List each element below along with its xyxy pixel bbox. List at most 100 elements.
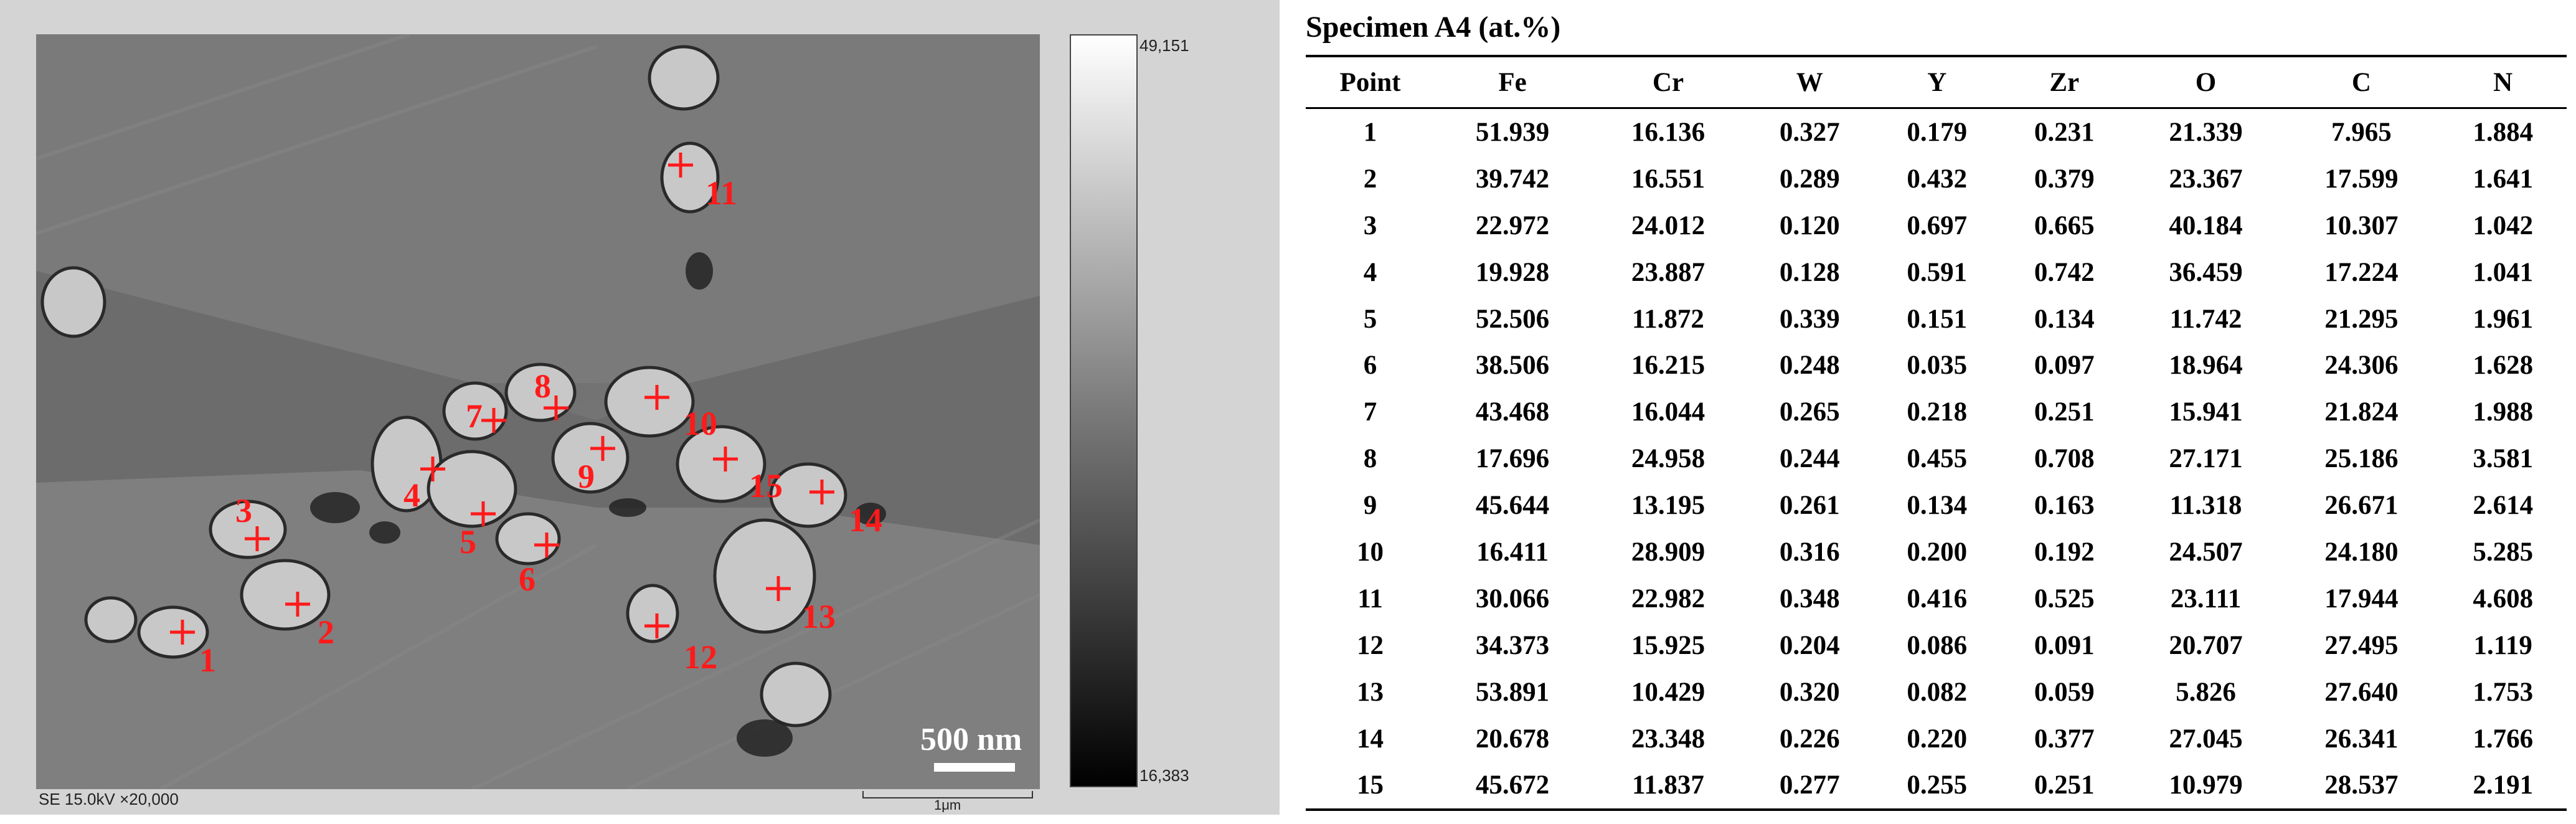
- table-cell: 53.891: [1475, 677, 1550, 707]
- column-header: O: [2128, 55, 2284, 109]
- column-header: Cr: [1590, 55, 1746, 109]
- table-cell: 0.261: [1779, 491, 1840, 521]
- table-cell: 1.119: [2473, 630, 2532, 660]
- point-label: 4: [403, 476, 420, 514]
- table-cell: 7: [1363, 397, 1377, 427]
- table-cell: 12: [1357, 630, 1384, 660]
- table-cell: 13: [1357, 677, 1384, 707]
- column-header: Y: [1873, 55, 2001, 109]
- table-cell: 21.339: [2169, 117, 2243, 147]
- table-cell: 5.285: [2473, 537, 2534, 567]
- crosshair-icon: [534, 533, 559, 557]
- table-cell: 30.066: [1475, 584, 1550, 613]
- point-label: 10: [684, 405, 717, 442]
- table-cell: 0.255: [1873, 762, 2001, 812]
- table-cell: 1.988: [2473, 397, 2534, 427]
- table-cell: 8: [1363, 444, 1377, 474]
- table-row: 1 51.939 16.136 0.327 0.179 0.231 21.339 7.965 1…: [1306, 108, 2567, 156]
- table-cell: 23.887: [1631, 257, 1706, 287]
- table-row: 7 43.468 16.044 0.265 0.218 0.251 15.941 21.824…: [1306, 389, 2567, 435]
- table-row: 4 19.928 23.887 0.128 0.591 0.742 36.459 17.224…: [1306, 249, 2567, 296]
- table-cell: 27.640: [2324, 677, 2399, 707]
- table-cell: 43.468: [1475, 397, 1550, 427]
- table-cell: 0.277: [1745, 762, 1874, 812]
- point-marker: 5: [460, 501, 496, 561]
- table-cell: 11: [1357, 584, 1383, 613]
- point-marker: 12: [644, 613, 717, 676]
- table-cell: 22.982: [1631, 584, 1706, 613]
- table-row: 10 16.411 28.909 0.316 0.200 0.192 24.507 24.18…: [1306, 529, 2567, 575]
- table-cell: 19.928: [1475, 257, 1550, 287]
- table-cell: 17.944: [2324, 584, 2399, 613]
- table-cell: 0.432: [1907, 164, 1968, 194]
- table-cell: 0.591: [1907, 257, 1968, 287]
- sem-micrograph: 1 2 3 4 5 6 7 8 9 10 11 12 13 14 15: [36, 34, 1040, 789]
- table-cell: 0.091: [2034, 630, 2095, 660]
- point-label: 3: [235, 492, 252, 529]
- table-row: 14 20.678 23.348 0.226 0.220 0.377 27.045 26.34…: [1306, 716, 2567, 762]
- table-cell: 10.979: [2128, 762, 2284, 812]
- table-cell: 0.708: [2034, 444, 2095, 474]
- table-cell: 25.186: [2324, 444, 2399, 474]
- table-cell: 4.608: [2473, 584, 2534, 613]
- table-cell: 0.379: [2034, 164, 2095, 194]
- table-cell: 3: [1363, 211, 1377, 240]
- footer-scale-label: 1μm: [934, 797, 961, 813]
- table-cell: 1.753: [2473, 677, 2534, 707]
- table-cell: 27.171: [2169, 444, 2243, 474]
- point-label: 1: [199, 642, 216, 679]
- point-marker: 13: [766, 576, 836, 635]
- polishing-streaks: [36, 34, 1040, 789]
- table-cell: 0.059: [2034, 677, 2095, 707]
- sem-panel: 1 2 3 4 5 6 7 8 9 10 11 12 13 14 15 SE 15.0kV ×20,000 …: [0, 0, 1280, 815]
- table-cell: 17.224: [2324, 257, 2399, 287]
- table-cell: 0.455: [1907, 444, 1968, 474]
- table-cell: 0.226: [1779, 724, 1840, 754]
- table-cell: 5: [1363, 304, 1377, 334]
- point-marker: 6: [519, 533, 559, 598]
- table-row: 15 45.672 11.837 0.277 0.255 0.251 10.979 28.53…: [1306, 762, 2567, 812]
- table-cell: 10.307: [2324, 211, 2399, 240]
- footer-scale-bar: [862, 791, 1033, 798]
- crosshair-icon: [245, 526, 270, 551]
- table-cell: 27.045: [2169, 724, 2243, 754]
- table-cell: 0.339: [1779, 304, 1840, 334]
- table-cell: 0.220: [1907, 724, 1968, 754]
- table-cell: 16.215: [1631, 351, 1706, 381]
- table-cell: 34.373: [1475, 630, 1550, 660]
- column-header: C: [2283, 55, 2440, 109]
- table-cell: 0.204: [1779, 630, 1840, 660]
- table-cell: 0.120: [1779, 211, 1840, 240]
- table-cell: 0.742: [2034, 257, 2095, 287]
- table-cell: 0.697: [1907, 211, 1968, 240]
- table-cell: 5.826: [2176, 677, 2236, 707]
- table-cell: 1: [1363, 117, 1377, 147]
- crosshair-icon: [644, 385, 669, 410]
- table-cell: 24.958: [1631, 444, 1706, 474]
- grain-region-upper: [36, 34, 1040, 383]
- point-label: 12: [684, 638, 717, 676]
- table-cell: 15.941: [2169, 397, 2243, 427]
- table-cell: 20.678: [1475, 724, 1550, 754]
- table-cell: 17.599: [2324, 164, 2399, 194]
- point-marker: 9: [578, 436, 615, 495]
- table-cell: 0.200: [1907, 537, 1968, 567]
- table-cell: 2.614: [2473, 491, 2534, 521]
- table-row: 6 38.506 16.215 0.248 0.035 0.097 18.964 24.306…: [1306, 342, 2567, 389]
- table-cell: 16.551: [1631, 164, 1706, 194]
- point-label: 9: [578, 458, 595, 495]
- table-body: 1 51.939 16.136 0.327 0.179 0.231 21.339 7.965 1…: [1306, 108, 2567, 812]
- table-cell: 3.581: [2473, 444, 2534, 474]
- table-cell: 40.184: [2169, 211, 2243, 240]
- colorbar-max-label: 49,151: [1139, 36, 1189, 55]
- point-marker: 4: [403, 457, 445, 514]
- table-cell: 23.111: [2170, 584, 2242, 613]
- table-cell: 6: [1363, 351, 1377, 381]
- table-cell: 24.180: [2324, 537, 2399, 567]
- table-cell: 24.012: [1631, 211, 1706, 240]
- table-cell: 0.231: [2034, 117, 2095, 147]
- scale-bar-label: 500 nm: [920, 722, 1022, 757]
- table-cell: 0.265: [1779, 397, 1840, 427]
- table-cell: 0.327: [1779, 117, 1840, 147]
- point-label: 7: [466, 397, 483, 435]
